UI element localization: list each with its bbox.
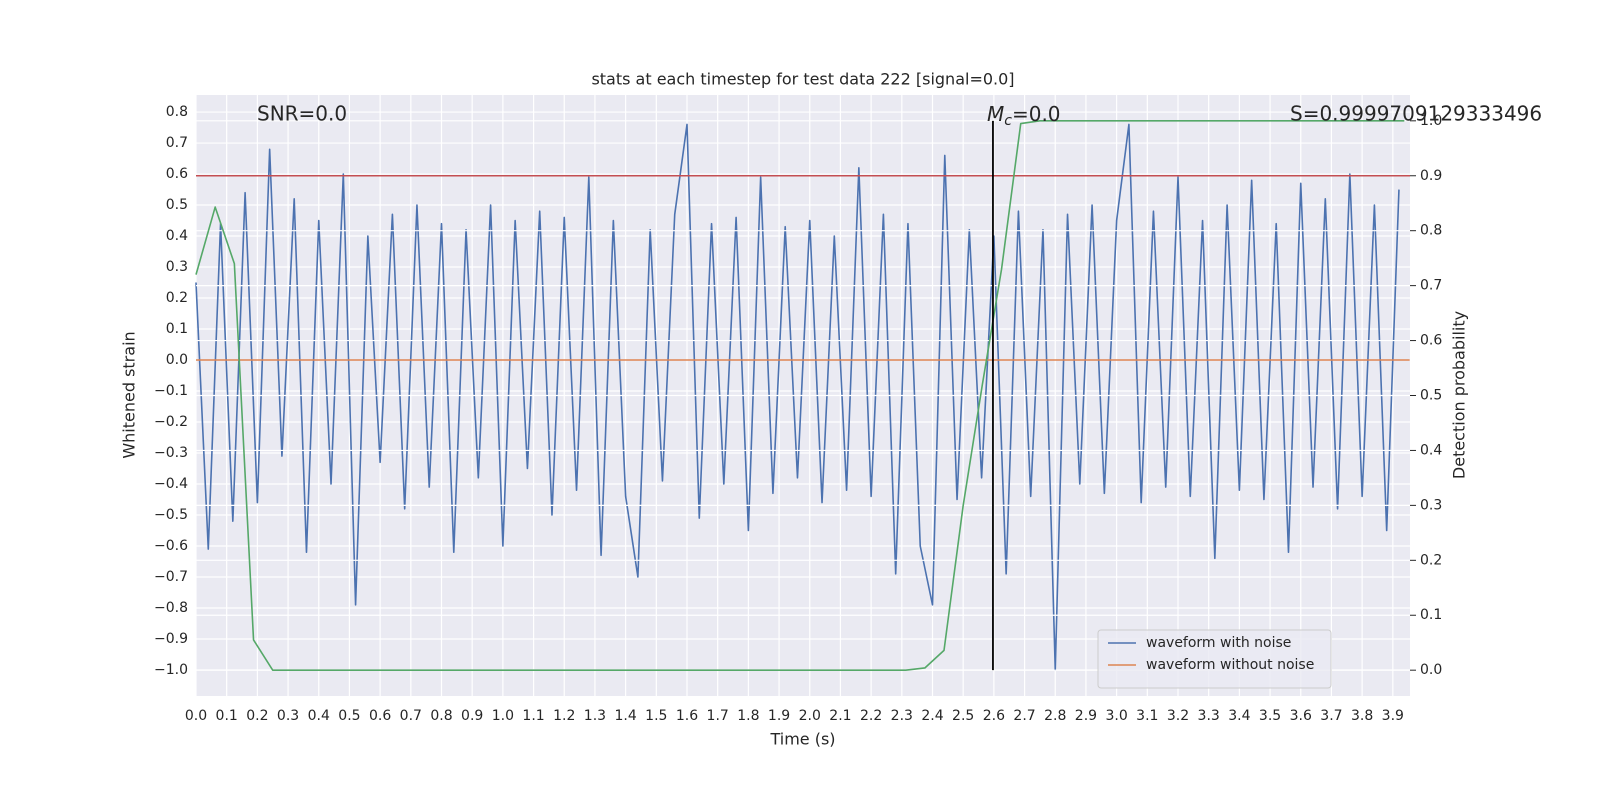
y-tick-label: 0.4 [166, 228, 188, 244]
x-tick-label: 3.9 [1382, 708, 1404, 724]
x-tick-label: 0.4 [308, 708, 330, 724]
x-tick-label: 0.0 [185, 708, 207, 724]
y-tick-label: −0.6 [154, 538, 188, 554]
x-tick-label: 2.7 [1013, 708, 1035, 724]
x-tick-label: 3.8 [1351, 708, 1373, 724]
x-tick-label: 2.0 [799, 708, 821, 724]
x-tick-label: 0.8 [430, 708, 452, 724]
y-tick-label: −0.4 [154, 476, 188, 492]
x-tick-label: 2.4 [921, 708, 943, 724]
y-tick-label: 0.6 [166, 166, 188, 182]
x-tick-label: 0.5 [338, 708, 360, 724]
y-tick-label: 0.7 [166, 135, 188, 151]
x-tick-label: 3.5 [1259, 708, 1281, 724]
y-tick-label: −0.5 [154, 507, 188, 523]
y2-tick-label: 1.0 [1420, 113, 1442, 129]
x-tick-label: 0.1 [216, 708, 238, 724]
x-tick-label: 3.4 [1228, 708, 1250, 724]
x-tick-label: 3.1 [1136, 708, 1158, 724]
x-tick-label: 0.7 [400, 708, 422, 724]
y2-tick-label: 0.5 [1420, 388, 1442, 404]
y2-tick-label: 0.0 [1420, 662, 1442, 678]
y2-tick-label: 0.4 [1420, 442, 1442, 458]
y-tick-label: 0.5 [166, 197, 188, 213]
x-axis-label: Time (s) [769, 730, 835, 749]
x-tick-label: 3.6 [1290, 708, 1312, 724]
x-tick-label: 1.2 [553, 708, 575, 724]
x-tick-label: 0.6 [369, 708, 391, 724]
y2-tick-label: 0.2 [1420, 552, 1442, 568]
x-tick-label: 0.3 [277, 708, 299, 724]
chart-title: stats at each timestep for test data 222… [591, 70, 1014, 89]
x-tick-label: 1.7 [707, 708, 729, 724]
legend-label: waveform with noise [1146, 635, 1291, 651]
y2-tick-label: 0.9 [1420, 168, 1442, 184]
x-tick-label: 2.1 [829, 708, 851, 724]
y-tick-label: −0.9 [154, 631, 188, 647]
x-tick-label: 1.1 [522, 708, 544, 724]
x-tick-label: 2.2 [860, 708, 882, 724]
y2-axis-label: Detection probability [1450, 311, 1469, 479]
x-tick-label: 1.8 [737, 708, 759, 724]
x-tick-label: 2.6 [983, 708, 1005, 724]
x-tick-label: 3.2 [1167, 708, 1189, 724]
x-tick-label: 3.3 [1198, 708, 1220, 724]
y-tick-label: −0.8 [154, 600, 188, 616]
x-tick-label: 2.8 [1044, 708, 1066, 724]
y-tick-label: −0.1 [154, 383, 188, 399]
x-tick-label: 1.0 [492, 708, 514, 724]
annotation-text: =0.0 [1012, 102, 1061, 126]
x-tick-label: 1.6 [676, 708, 698, 724]
x-tick-label: 1.3 [584, 708, 606, 724]
y-tick-label: −0.2 [154, 414, 188, 430]
series-line [195, 123, 1400, 671]
x-tick-label: 2.5 [952, 708, 974, 724]
x-tick-label: 1.4 [614, 708, 636, 724]
y-tick-label: 0.0 [166, 352, 188, 368]
annotation: Mc=0.0 [987, 102, 1061, 130]
y-tick-label: 0.3 [166, 259, 188, 275]
legend-box [1097, 629, 1332, 689]
annotation: SNR=0.0 [257, 102, 347, 126]
y-tick-label: −0.7 [154, 569, 188, 585]
annotation: S=0.9999709129333496 [1290, 102, 1542, 126]
x-tick-label: 3.7 [1320, 708, 1342, 724]
x-tick-label: 1.9 [768, 708, 790, 724]
x-tick-label: 2.9 [1075, 708, 1097, 724]
y2-tick-label: 0.1 [1420, 607, 1442, 623]
x-tick-label: 1.5 [645, 708, 667, 724]
annotation-subscript: c [1004, 113, 1012, 129]
x-tick-label: 0.2 [246, 708, 268, 724]
y2-tick-label: 0.6 [1420, 333, 1442, 349]
y-tick-label: 0.1 [166, 321, 188, 337]
x-tick-label: 3.0 [1105, 708, 1127, 724]
y-tick-label: −0.3 [154, 445, 188, 461]
y2-tick-label: 0.7 [1420, 278, 1442, 294]
y2-tick-label: 0.3 [1420, 497, 1442, 513]
y-tick-label: 0.2 [166, 290, 188, 306]
y-tick-label: 0.8 [166, 104, 188, 120]
y-axis-label: Whitened strain [120, 331, 139, 458]
x-tick-label: 2.3 [891, 708, 913, 724]
annotation-symbol: M [987, 102, 1004, 126]
series-line [195, 120, 1405, 671]
x-tick-label: 0.9 [461, 708, 483, 724]
y2-tick-label: 0.8 [1420, 223, 1442, 239]
y-tick-label: −1.0 [154, 662, 188, 678]
legend-label: waveform without noise [1146, 657, 1314, 673]
